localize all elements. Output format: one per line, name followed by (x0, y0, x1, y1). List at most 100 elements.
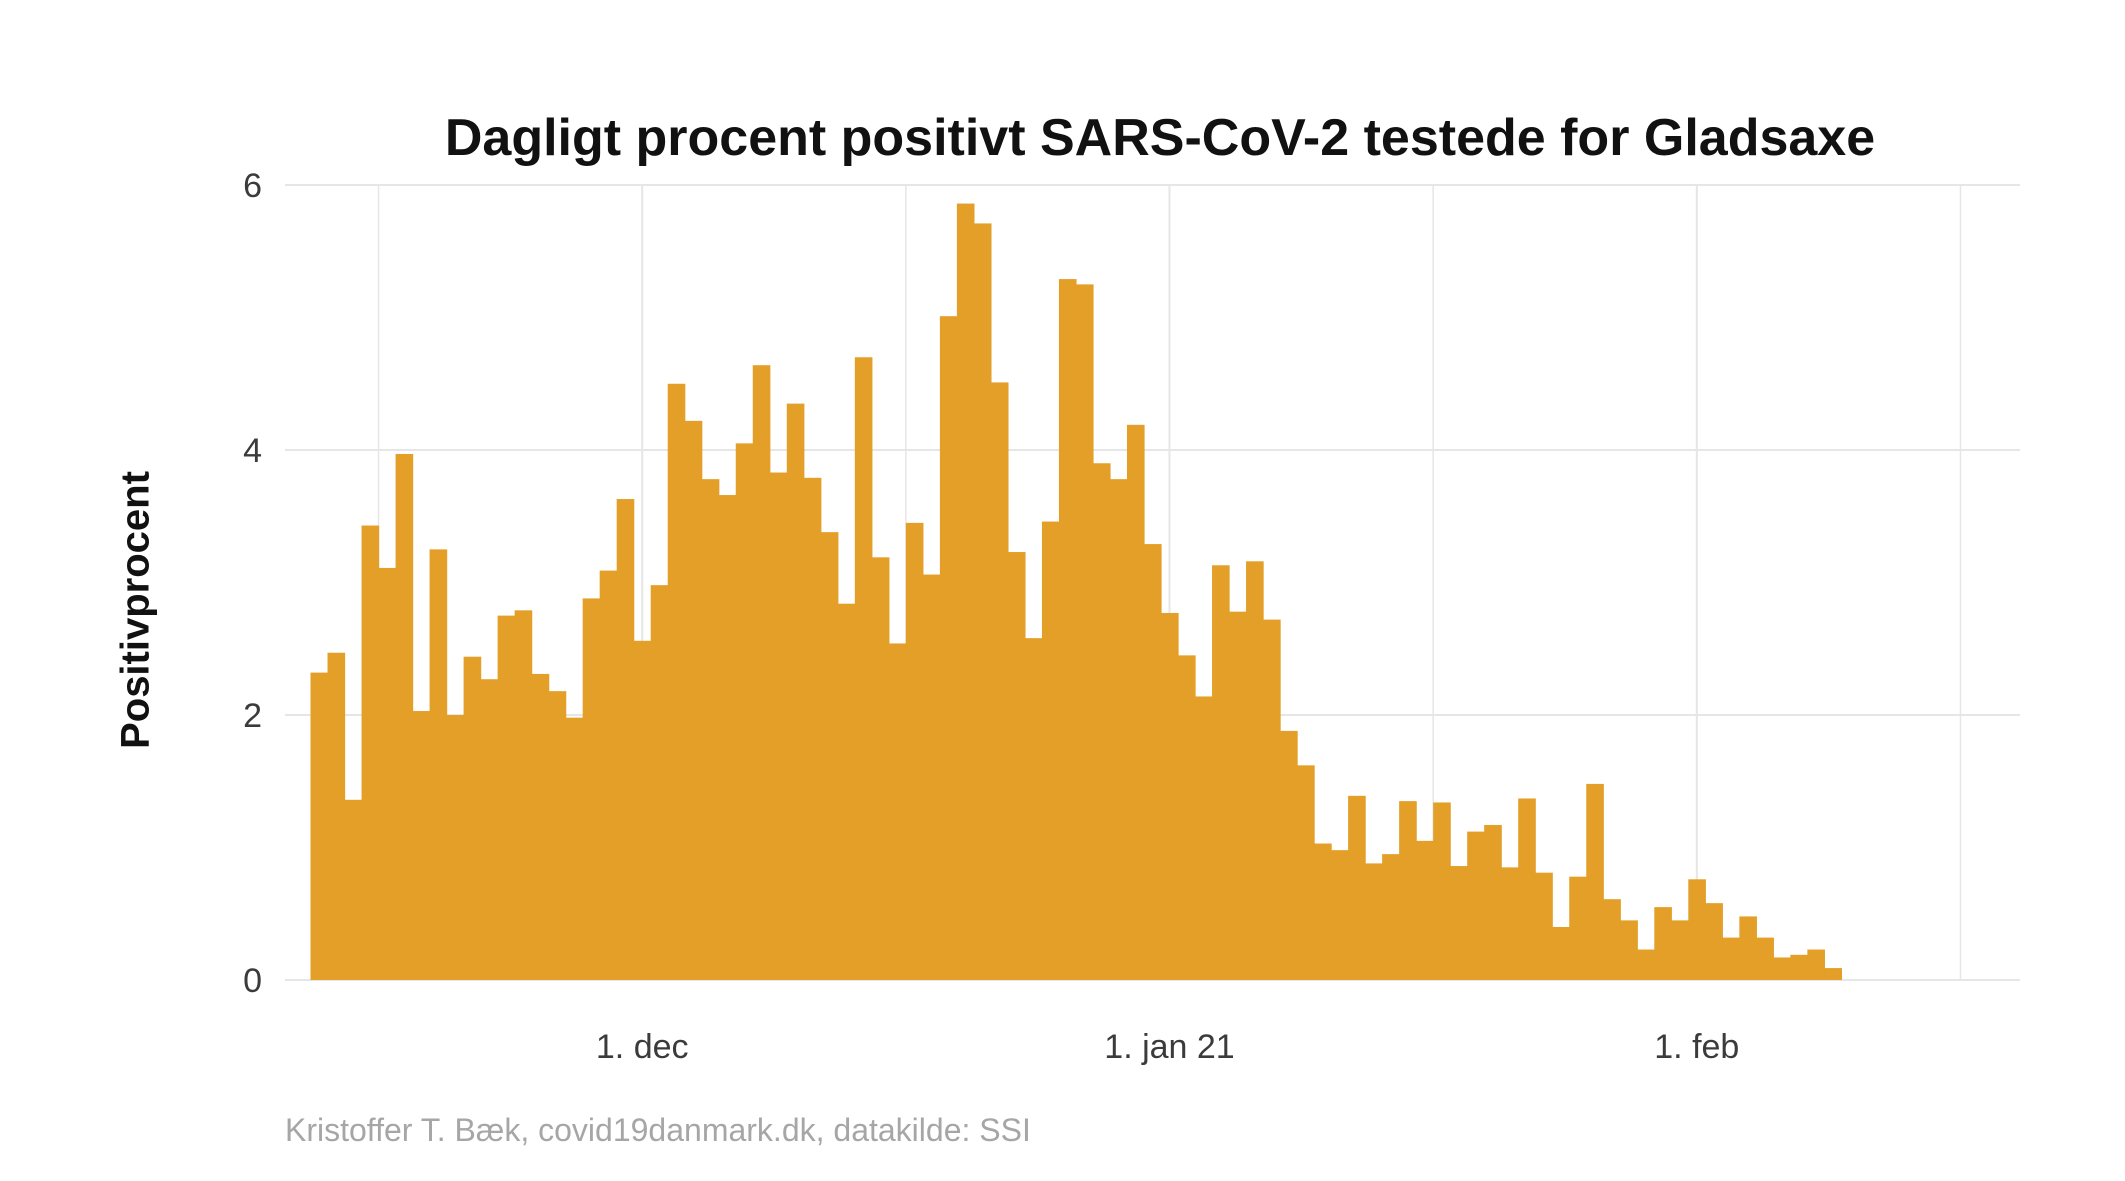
bar (344, 799, 363, 980)
y-axis-ticks: 0 2 4 6 (243, 167, 262, 1000)
bar (1161, 612, 1179, 980)
bar (1416, 840, 1434, 980)
bar (480, 679, 499, 980)
bar (1314, 843, 1332, 980)
bar (1705, 903, 1723, 980)
bar (1195, 696, 1213, 980)
bar (1143, 544, 1162, 980)
bar (497, 615, 516, 980)
y-tick-label: 6 (243, 167, 262, 205)
bar (1501, 867, 1519, 980)
bar (684, 420, 703, 981)
bar (1620, 920, 1638, 980)
bar (1348, 795, 1366, 980)
bar (463, 656, 482, 980)
bar (667, 383, 686, 980)
bar (752, 365, 771, 980)
x-tick-label: 1. feb (1654, 1028, 1739, 1066)
bar (1535, 872, 1553, 980)
bar (514, 610, 533, 980)
bar (1007, 552, 1026, 980)
bar (1807, 949, 1825, 980)
bar (803, 477, 822, 980)
y-tick-label: 2 (243, 697, 262, 735)
bar (361, 525, 380, 980)
bar (1092, 463, 1111, 980)
bar (1790, 954, 1808, 980)
bar (1450, 866, 1468, 980)
bar (395, 453, 414, 981)
bar (1603, 899, 1621, 980)
bar (1399, 801, 1417, 980)
bar (1688, 879, 1706, 980)
bar (701, 479, 720, 980)
bar (922, 574, 941, 980)
bar (1773, 957, 1791, 980)
bar (786, 403, 805, 980)
bar (446, 715, 465, 980)
bar (1518, 798, 1536, 980)
bar (327, 652, 346, 980)
bar (565, 717, 584, 980)
y-tick-label: 0 (243, 962, 262, 1000)
bar (837, 603, 856, 980)
bar (990, 382, 1009, 980)
bar (412, 711, 431, 980)
bar (1569, 876, 1587, 980)
bar (310, 672, 329, 980)
bar (582, 598, 601, 980)
bar (548, 691, 567, 980)
bar (1365, 863, 1383, 980)
chart-title: Dagligt procent positivt SARS-CoV-2 test… (444, 109, 1876, 167)
bar (599, 570, 618, 980)
bar (1654, 907, 1672, 980)
bar (939, 316, 958, 980)
bar (973, 223, 992, 981)
bar-series (310, 203, 1842, 981)
bar (1297, 765, 1315, 980)
bar (1126, 424, 1145, 980)
bar (888, 643, 907, 980)
bar (378, 567, 397, 980)
x-tick-label: 1. jan 21 (1104, 1028, 1234, 1066)
bar (650, 585, 669, 980)
x-tick-label: 1. dec (596, 1028, 689, 1066)
bar (871, 557, 890, 980)
bar (854, 357, 873, 980)
bar (1246, 561, 1264, 980)
bar (531, 673, 550, 980)
bar (616, 499, 635, 980)
bar (1109, 479, 1128, 980)
y-tick-label: 4 (243, 432, 262, 470)
bar (718, 495, 737, 980)
bar (1331, 850, 1349, 980)
source-caption: Kristoffer T. Bæk, covid19danmark.dk, da… (285, 1112, 1031, 1148)
bar (1041, 521, 1060, 980)
bar (429, 549, 448, 980)
bar (1024, 638, 1043, 980)
bar (1058, 279, 1077, 980)
bar (1467, 831, 1485, 980)
bar (1484, 824, 1502, 980)
x-axis-ticks: 1. dec 1. jan 21 1. feb (596, 1028, 1739, 1066)
bar (956, 203, 975, 981)
bar (820, 532, 839, 980)
bar (1739, 916, 1757, 980)
bar (1382, 854, 1400, 980)
bar (633, 640, 652, 980)
bar (735, 443, 754, 980)
bar (1229, 611, 1247, 980)
bar (1178, 655, 1196, 980)
bar (1075, 284, 1094, 980)
bar (1280, 730, 1298, 980)
bar (1637, 949, 1655, 980)
bar (1756, 937, 1774, 980)
bar (1671, 920, 1689, 980)
bar (1586, 783, 1604, 980)
bar (1552, 927, 1570, 980)
bar (1824, 968, 1842, 980)
bar (1722, 937, 1740, 980)
bar (1433, 802, 1451, 980)
bar (1212, 565, 1230, 980)
